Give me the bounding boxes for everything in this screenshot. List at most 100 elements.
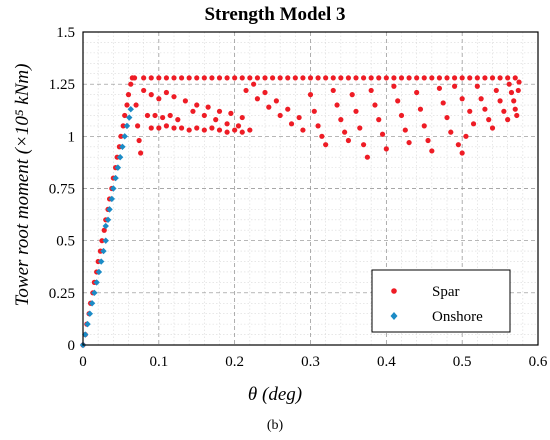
spar-point xyxy=(353,75,359,81)
spar-point xyxy=(152,112,158,119)
x-tick-label: 0 xyxy=(79,354,87,370)
spar-point xyxy=(323,142,329,148)
spar-point xyxy=(429,148,435,154)
spar-point xyxy=(120,123,126,129)
onshore-point xyxy=(104,216,112,223)
y-tick-labels: 0 0.25 0.5 0.75 1 1.25 1.5 xyxy=(49,25,75,354)
spar-point xyxy=(239,75,245,81)
legend-box xyxy=(371,269,511,333)
spar-point xyxy=(440,100,446,106)
spar-point xyxy=(421,75,427,81)
spar-point xyxy=(224,129,230,135)
spar-point xyxy=(425,137,431,144)
y-tick-label: 0 xyxy=(68,338,76,354)
spar-point xyxy=(224,75,230,81)
spar-point xyxy=(455,142,461,148)
spar-point xyxy=(243,87,249,94)
x-tick-labels: 0 0.1 0.2 0.3 0.4 0.5 0.6 xyxy=(79,354,548,370)
spar-point xyxy=(167,112,173,119)
spar-point xyxy=(345,137,352,144)
spar-series xyxy=(80,75,522,348)
spar-point xyxy=(459,75,465,81)
spar-point xyxy=(444,75,450,81)
spar-point xyxy=(216,108,223,114)
spar-point xyxy=(141,87,147,94)
spar-point xyxy=(474,75,480,81)
spar-point xyxy=(402,127,408,133)
spar-point xyxy=(131,75,138,81)
spar-point xyxy=(216,127,223,133)
spar-point xyxy=(448,129,454,135)
spar-point xyxy=(209,125,215,131)
spar-point xyxy=(482,106,488,112)
spar-point xyxy=(292,75,298,81)
spar-point xyxy=(171,125,177,131)
spar-point xyxy=(171,94,177,100)
spar-point xyxy=(216,75,223,81)
spar-point xyxy=(511,98,517,104)
spar-point xyxy=(300,75,306,81)
spar-point xyxy=(474,83,480,89)
spar-point xyxy=(383,146,389,152)
spar-point xyxy=(467,108,473,114)
spar-point xyxy=(349,92,355,98)
spar-point xyxy=(311,108,317,114)
spar-point xyxy=(372,102,378,108)
spar-point xyxy=(376,75,382,81)
spar-point xyxy=(136,137,142,144)
spar-point xyxy=(232,75,238,81)
spar-point xyxy=(482,75,488,81)
spar-point xyxy=(160,114,166,121)
spar-point xyxy=(277,75,283,81)
spar-point xyxy=(338,75,344,81)
spar-point xyxy=(277,112,283,119)
spar-point xyxy=(156,96,162,102)
spar-point xyxy=(489,125,496,131)
spar-point xyxy=(163,89,170,96)
onshore-point xyxy=(119,143,126,150)
spar-point xyxy=(330,87,336,94)
x-tick-label: 0.3 xyxy=(301,354,320,370)
spar-point xyxy=(512,75,518,81)
spar-point xyxy=(436,75,443,81)
spar-point xyxy=(141,75,147,81)
spar-point xyxy=(516,79,522,85)
onshore-point xyxy=(95,268,103,276)
spar-point xyxy=(171,75,177,81)
spar-point xyxy=(288,121,295,127)
spar-point xyxy=(489,75,496,81)
spar-point xyxy=(330,75,336,81)
spar-point xyxy=(436,85,443,91)
spar-point xyxy=(398,112,405,119)
spar-point xyxy=(486,117,492,123)
x-tick-label: 0.5 xyxy=(453,354,472,370)
spar-point xyxy=(406,139,412,146)
spar-point xyxy=(201,75,207,81)
spar-point xyxy=(186,127,192,133)
spar-point xyxy=(254,75,261,81)
spar-point xyxy=(138,150,144,156)
spar-point xyxy=(505,75,511,81)
spar-point xyxy=(414,75,420,81)
spar-point xyxy=(459,150,465,156)
onshore-point xyxy=(82,331,89,338)
spar-point xyxy=(228,110,234,116)
onshore-point xyxy=(112,174,119,182)
spar-point xyxy=(148,125,154,131)
spar-point xyxy=(194,125,200,131)
x-tick-label: 0.1 xyxy=(149,354,168,370)
spar-point xyxy=(307,92,314,98)
spar-point xyxy=(296,114,302,121)
spar-point xyxy=(190,108,196,114)
spar-point xyxy=(368,87,374,94)
spar-point xyxy=(444,114,450,121)
spar-point xyxy=(470,121,477,127)
spar-point xyxy=(186,75,192,81)
onshore-point xyxy=(98,258,105,265)
onshore-point xyxy=(102,237,109,244)
y-axis-label: Tower root moment (×10⁵ kNm) xyxy=(12,64,33,307)
spar-point xyxy=(497,98,503,104)
spar-point xyxy=(273,98,279,104)
spar-point xyxy=(124,102,130,108)
